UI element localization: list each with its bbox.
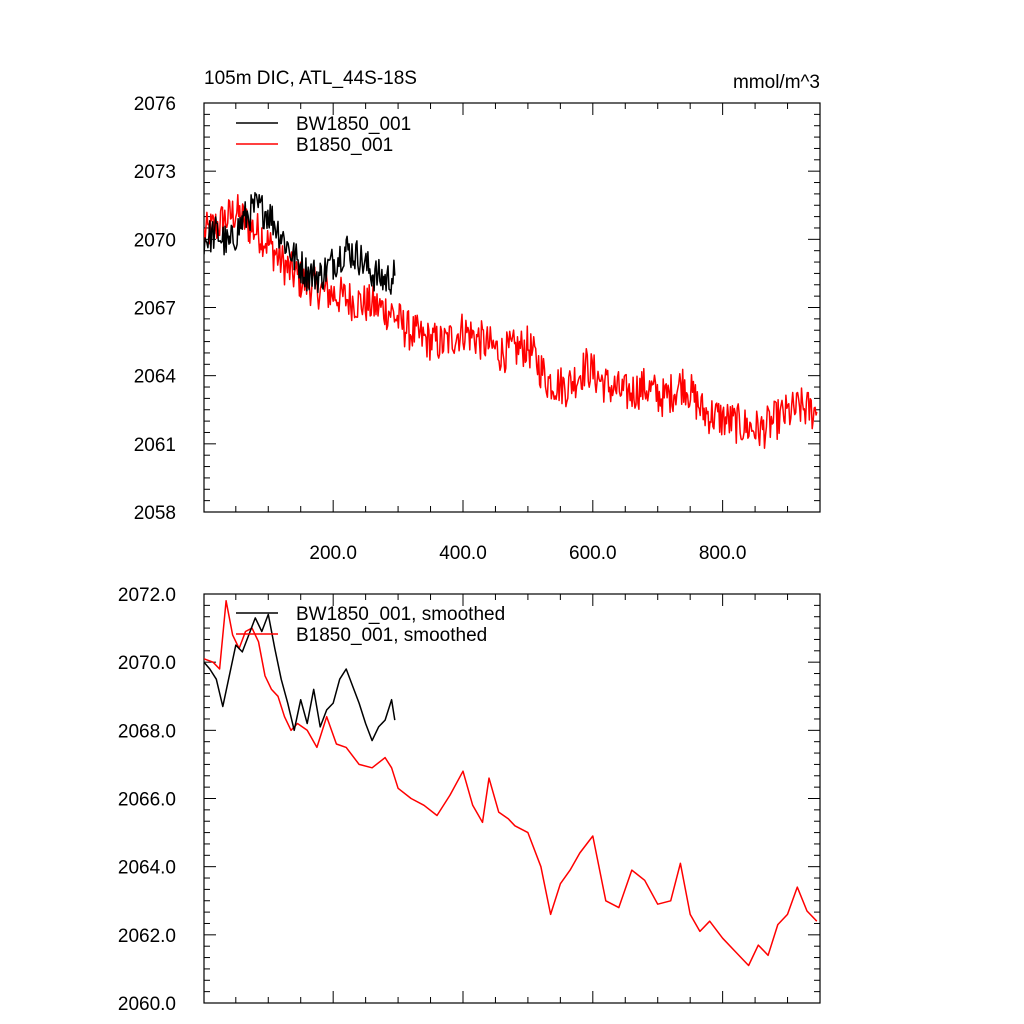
x-tick-label: 400.0: [439, 543, 487, 564]
x-tick-label: 200.0: [309, 543, 357, 564]
x-tick-label: 800.0: [699, 543, 747, 564]
legend-label: BW1850_001, smoothed: [296, 604, 505, 625]
y-tick-label: 2061: [134, 435, 176, 456]
y-tick-label: 2073: [134, 162, 176, 183]
chart-title: 105m DIC, ATL_44S-18S: [204, 68, 417, 89]
y-tick-label: 2060.0: [118, 994, 176, 1015]
bottom-panel-dic-smoothed: 2060.0 2062.0 2064.0 2066.0 2068.0 2070.0 2072…: [118, 585, 821, 1015]
y-tick-label: 2068.0: [118, 721, 176, 742]
x-tick-label: 600.0: [569, 543, 617, 564]
legend-label: B1850_001: [296, 135, 393, 156]
y-tick-label: 2066.0: [118, 790, 176, 811]
y-tick-label: 2064.0: [118, 858, 176, 879]
series-line-bw1850-001: [204, 192, 396, 295]
y-tick-label: 2070.0: [118, 653, 176, 674]
units-label: mmol/m^3: [733, 72, 820, 93]
y-tick-label: 2064: [134, 367, 177, 388]
legend-label: BW1850_001: [296, 114, 411, 135]
y-tick-label: 2058: [134, 503, 176, 524]
series-line-b1850-001-smoothed: [204, 600, 818, 967]
y-tick-label: 2076: [134, 94, 176, 115]
top-panel-dic-raw: 2058 2061 2064 2067 2070 2073 2076 200.0 400.0 60…: [134, 94, 821, 564]
y-tick-label: 2070: [134, 230, 176, 251]
legend-label: B1850_001, smoothed: [296, 625, 487, 646]
series-line-bw1850-001-smoothed: [204, 613, 396, 742]
y-tick-label: 2062.0: [118, 926, 176, 947]
y-tick-label: 2072.0: [118, 585, 176, 606]
y-tick-label: 2067: [134, 299, 176, 320]
